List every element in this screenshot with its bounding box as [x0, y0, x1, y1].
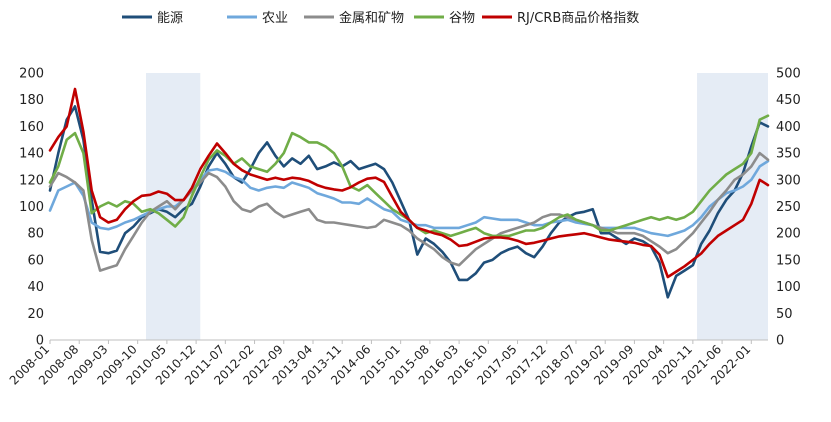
- y-right-tick-label: 200: [776, 227, 801, 242]
- y-left-tick-label: 120: [19, 173, 44, 188]
- shaded-regions: [146, 73, 768, 340]
- series-line-1: [48, 159, 770, 238]
- shaded-period-1: [697, 73, 768, 340]
- y-left-tick-label: 80: [27, 227, 44, 242]
- y-right-tick-label: 450: [776, 93, 801, 108]
- y-right-tick-label: 350: [776, 147, 801, 162]
- legend-label-2: 金属和矿物: [339, 10, 404, 26]
- y-left-tick-label: 40: [27, 280, 44, 295]
- y-right-tick-label: 300: [776, 173, 801, 188]
- y-right-tick-label: 500: [776, 67, 801, 82]
- y-right-tick-label: 150: [776, 253, 801, 268]
- x-axis: 2008-012008-082009-032009-102010-052010-…: [7, 340, 753, 388]
- legend: 能源 农业 金属和矿物 谷物 RJ/CRB商品价格指数: [122, 10, 639, 26]
- legend-label-3: 谷物: [449, 11, 475, 26]
- series-lines: [48, 87, 770, 299]
- y-left-tick-label: 200: [19, 67, 44, 82]
- y-right-tick-label: 50: [776, 307, 793, 322]
- series-line-4: [48, 87, 770, 279]
- y-axis-right: 0 50 100 150 200 250 300 350 400 450 500: [776, 67, 801, 349]
- y-right-tick-label: 400: [776, 120, 801, 135]
- y-left-tick-label: 20: [27, 307, 44, 322]
- y-left-tick-label: 180: [19, 93, 44, 108]
- y-right-tick-label: 100: [776, 280, 801, 295]
- y-left-tick-label: 100: [19, 200, 44, 215]
- y-left-tick-label: 160: [19, 120, 44, 135]
- y-left-tick-label: 140: [19, 147, 44, 162]
- y-right-tick-label: 250: [776, 200, 801, 215]
- y-left-tick-label: 60: [27, 253, 44, 268]
- series-line-2: [48, 151, 770, 272]
- legend-label-0: 能源: [157, 11, 183, 26]
- y-left-tick-label: 0: [36, 334, 44, 349]
- legend-label-4: RJ/CRB商品价格指数: [517, 10, 639, 26]
- y-axis-left: 0 20 40 60 80 100 120 140 160 180 200: [19, 67, 44, 349]
- legend-label-1: 农业: [262, 11, 288, 26]
- y-right-tick-label: 0: [776, 334, 784, 349]
